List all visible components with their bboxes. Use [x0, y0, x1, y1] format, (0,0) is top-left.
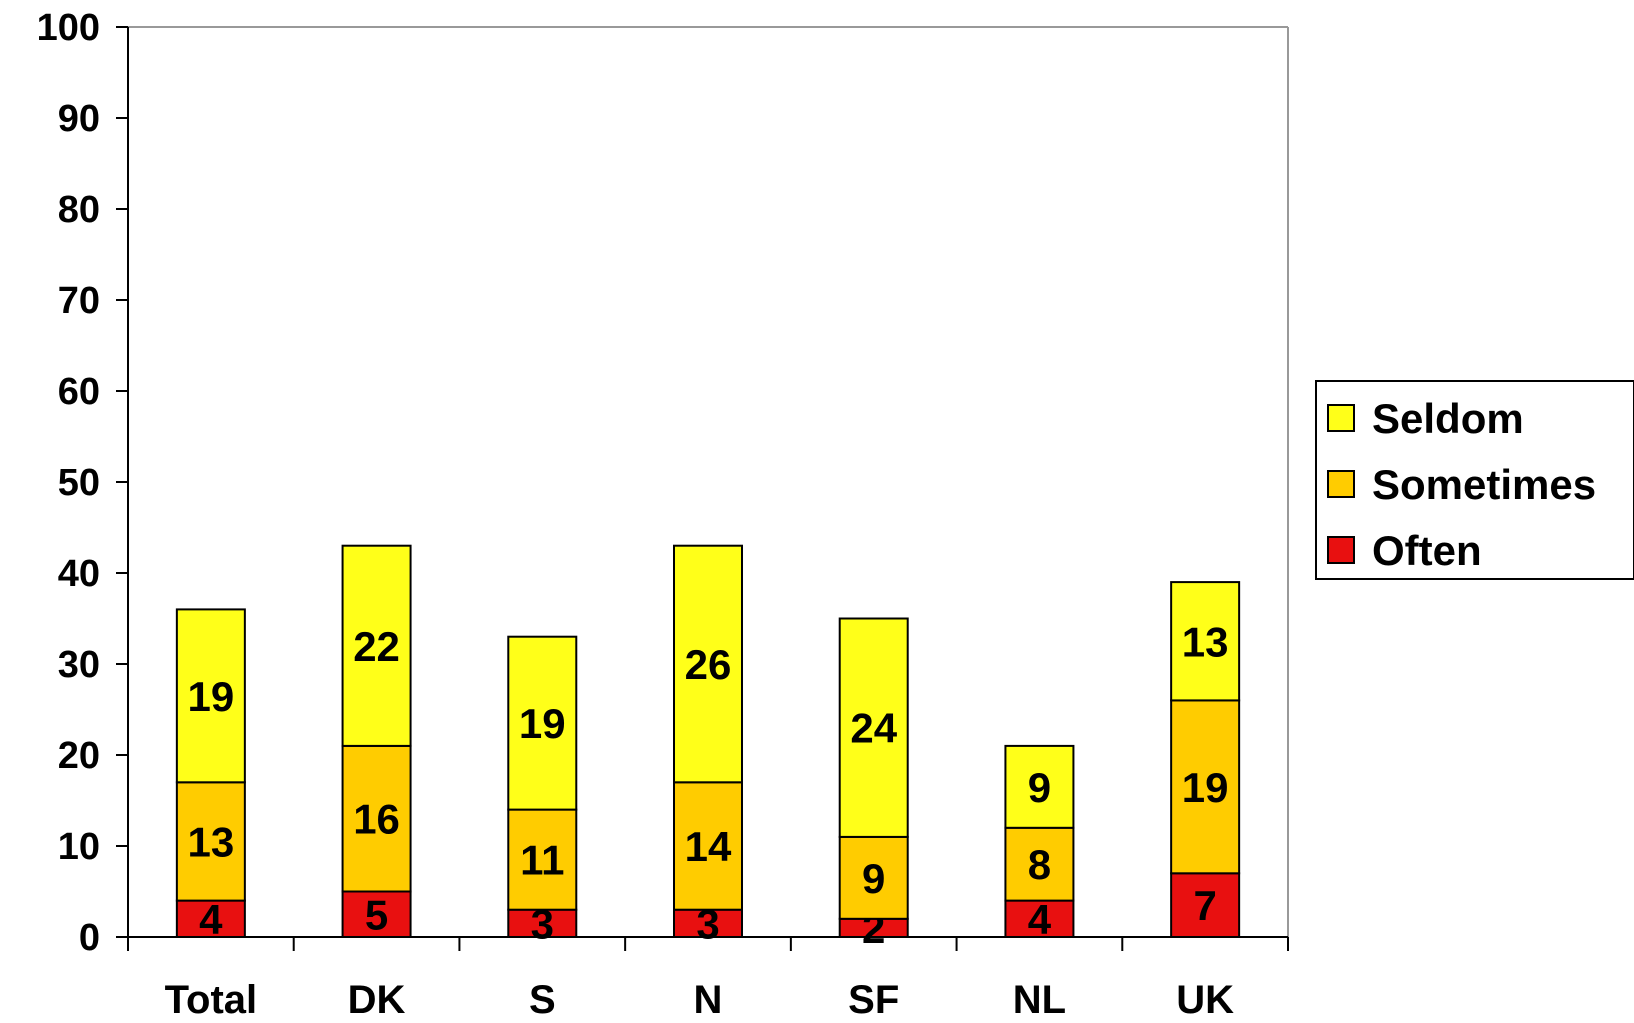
data-label-seldom: 13: [1182, 618, 1229, 665]
data-label-sometimes: 19: [1182, 764, 1229, 811]
y-tick-label: 70: [58, 280, 100, 322]
y-tick-label: 40: [58, 553, 100, 595]
data-label-often: 4: [199, 896, 223, 943]
bar-segment-sometimes: [1170, 699, 1241, 875]
x-category-label: Total: [165, 978, 258, 1022]
data-label-sometimes: 9: [862, 855, 885, 902]
legend-swatch-seldom: [1327, 404, 1355, 432]
data-label-often: 4: [1028, 896, 1052, 943]
data-label-sometimes: 14: [685, 823, 732, 870]
y-tick-label: 50: [58, 462, 100, 504]
data-label-sometimes: 16: [353, 796, 400, 843]
y-tick-label: 20: [58, 735, 100, 777]
plot-frame: [128, 26, 1289, 937]
data-label-often: 7: [1193, 882, 1216, 929]
bar-segment-often: [341, 890, 412, 938]
bar-segment-seldom: [673, 544, 743, 784]
bar-segment-sometimes: [673, 781, 743, 911]
y-tick-label: 100: [37, 7, 100, 49]
y-tick-label: 90: [58, 98, 100, 140]
x-axis: Total DK S N SF NL UK: [127, 936, 1289, 1022]
x-category-label: DK: [348, 978, 406, 1022]
y-axis: 0 10 20 30 40 50 60 70 80 90 100: [37, 7, 129, 959]
y-tick-label: 80: [58, 189, 100, 231]
x-category-label: UK: [1176, 978, 1234, 1022]
data-label-often: 3: [531, 900, 554, 947]
bar-segment-seldom: [838, 617, 909, 838]
bar-segment-seldom: [175, 608, 246, 784]
bar-segment-seldom: [507, 635, 578, 811]
bar-segment-seldom: [1170, 581, 1241, 702]
y-tick-label: 60: [58, 371, 100, 413]
bar-segment-sometimes: [175, 781, 246, 902]
bar-segment-often: [507, 908, 578, 939]
legend-label-sometimes: Sometimes: [1372, 461, 1596, 508]
y-tick-label: 30: [58, 644, 100, 686]
bar-segment-sometimes: [1004, 826, 1075, 902]
x-category-label: N: [694, 978, 723, 1022]
legend-swatch-often: [1327, 536, 1355, 564]
bar-segment-sometimes: [341, 744, 412, 893]
data-label-seldom: 19: [187, 673, 234, 720]
legend-label-often: Often: [1372, 527, 1482, 574]
data-label-seldom: 19: [519, 700, 566, 747]
data-label-often: 5: [365, 891, 388, 938]
bar-segment-sometimes: [507, 808, 578, 911]
data-label-sometimes: 11: [520, 837, 564, 884]
data-label-often: 3: [696, 900, 719, 947]
legend-label-seldom: Seldom: [1372, 395, 1524, 442]
legend-box: [1315, 380, 1634, 580]
x-category-label: S: [529, 978, 556, 1022]
data-label-seldom: 22: [353, 623, 400, 670]
bar-segment-often: [673, 908, 743, 939]
legend-swatch-sometimes: [1327, 470, 1355, 498]
bar-segment-seldom: [1004, 744, 1075, 829]
y-tick-label: 10: [58, 826, 100, 868]
bar-segment-sometimes: [838, 835, 909, 920]
bar-segment-seldom: [341, 544, 412, 747]
data-label-seldom: 26: [685, 641, 732, 688]
data-label-sometimes: 8: [1028, 841, 1051, 888]
legend: Seldom Sometimes Often: [1315, 380, 1634, 580]
data-label-sometimes: 13: [187, 818, 234, 865]
x-category-label: SF: [848, 978, 899, 1022]
data-label-seldom: 24: [850, 705, 897, 752]
bar-segment-often: [175, 899, 246, 938]
y-tick-label: 0: [79, 917, 100, 959]
data-label-seldom: 9: [1028, 764, 1051, 811]
x-category-label: NL: [1013, 978, 1066, 1022]
